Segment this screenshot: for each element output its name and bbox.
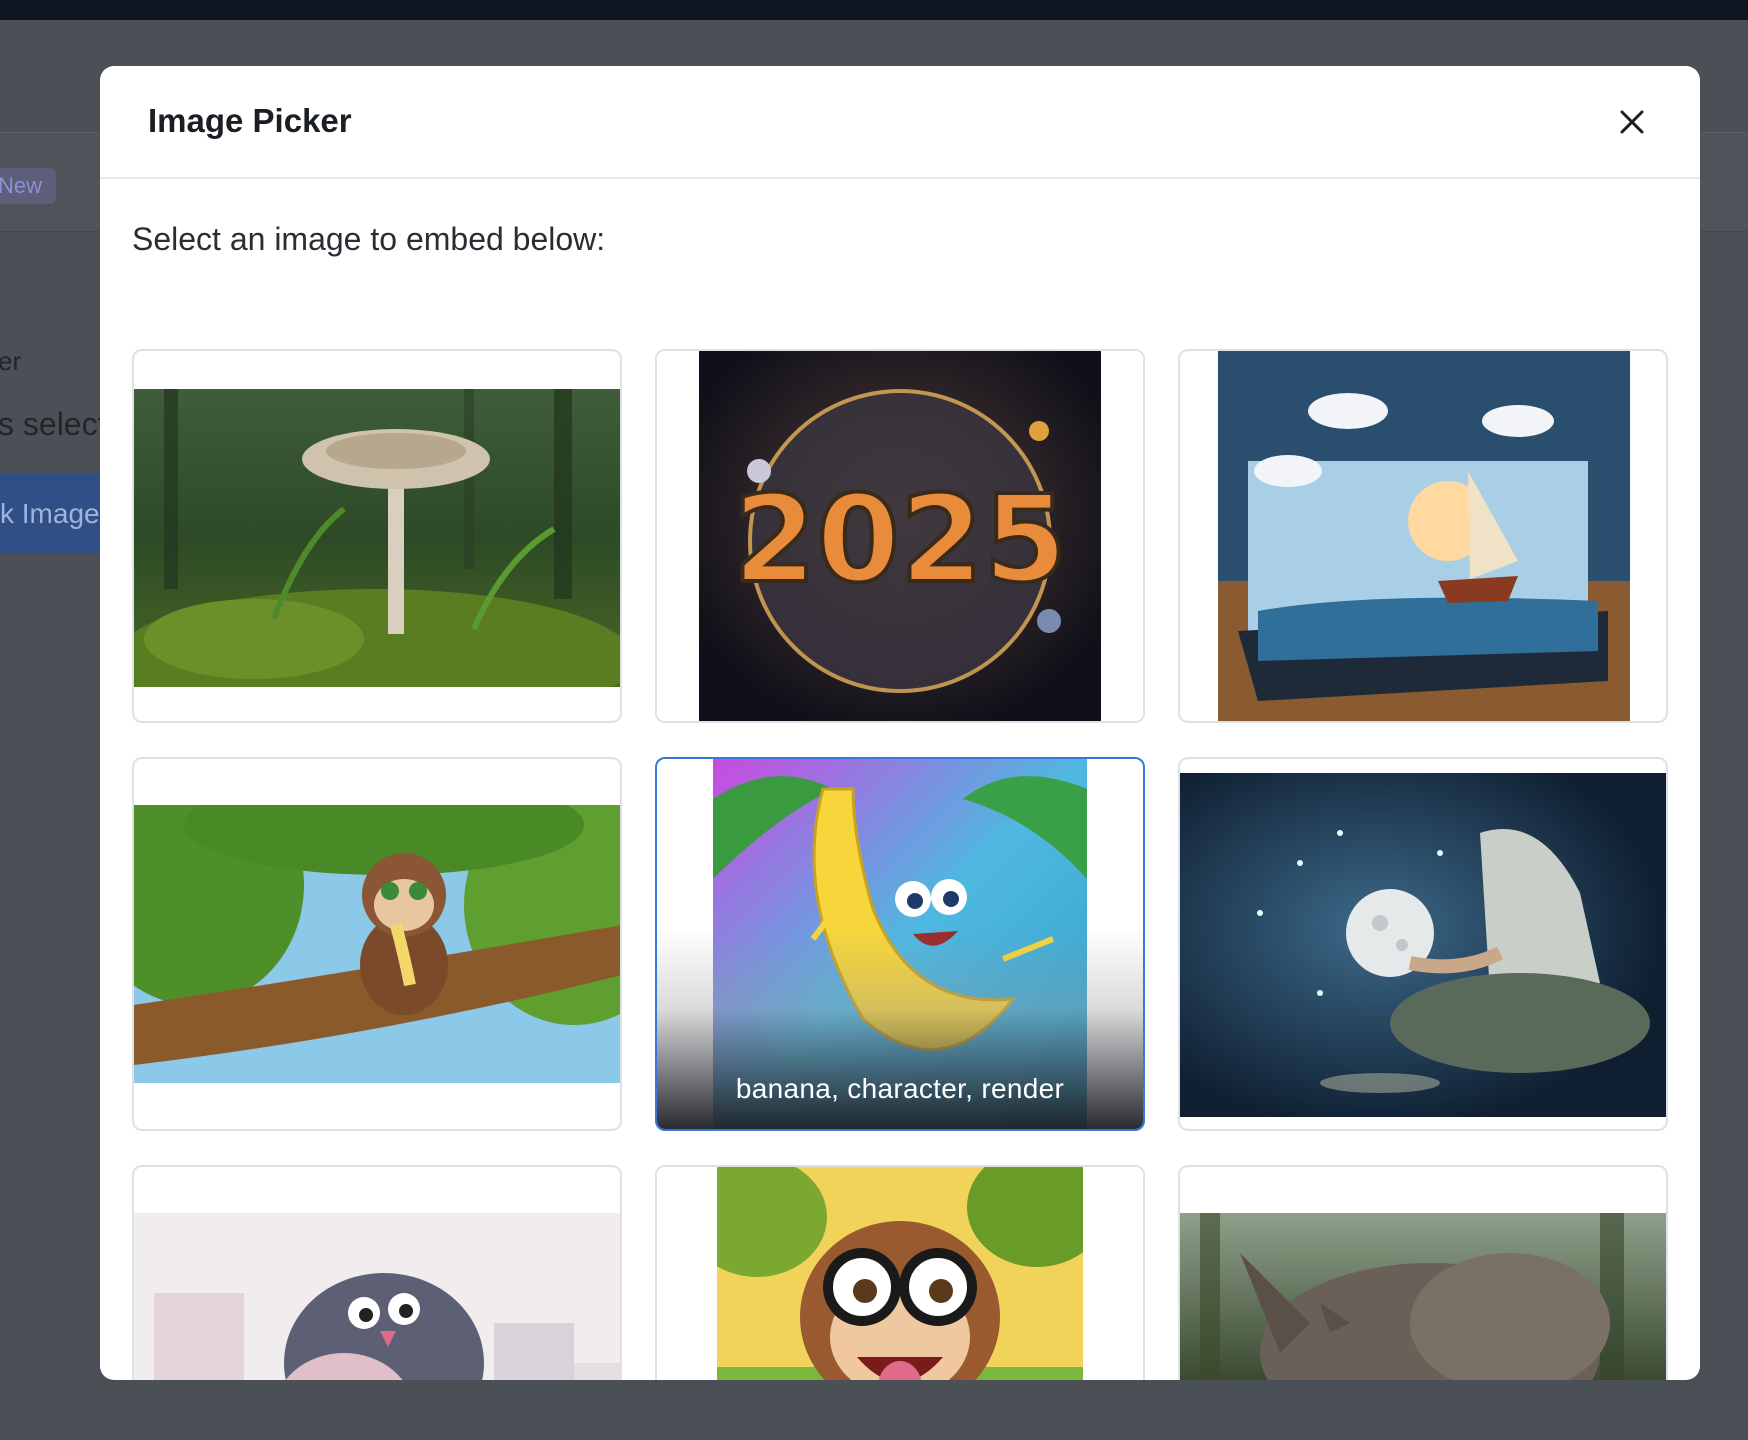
monkey-banana-image (134, 805, 620, 1083)
close-button[interactable] (1608, 98, 1656, 146)
rhino-image (1180, 1213, 1666, 1380)
modal-title: Image Picker (148, 102, 352, 139)
background-pick-image-button: k Image (0, 474, 100, 554)
image-card-ship[interactable] (1178, 349, 1668, 723)
image-card-2025[interactable]: 2025 (655, 349, 1145, 723)
background-new-badge: New (0, 168, 56, 204)
image-card-monkey-banana[interactable] (132, 757, 622, 1131)
modal-header: Image Picker (100, 66, 1700, 179)
image-card-banana-character[interactable]: banana, character, render (655, 757, 1145, 1131)
svg-text:2025: 2025 (733, 471, 1067, 610)
close-icon (1620, 110, 1644, 134)
image-card-moon-child[interactable] (1178, 757, 1668, 1131)
caption-overlay (657, 929, 1143, 1129)
background-label: er (0, 346, 22, 376)
mushroom-forest-image (134, 389, 620, 687)
ship-diorama-image (1218, 351, 1630, 721)
image-card-monkey-glasses[interactable] (655, 1165, 1145, 1380)
image-caption: banana, character, render (735, 1073, 1065, 1104)
pigeon-image (134, 1213, 620, 1380)
image-card-mushroom[interactable] (132, 349, 622, 723)
monkey-glasses-image (717, 1167, 1083, 1380)
instruction-text: Select an image to embed below: (132, 221, 606, 257)
image-picker-modal: Image Picker Select an image to embed be… (100, 66, 1700, 1380)
background-text: s select (0, 406, 107, 442)
image-card-rhino[interactable] (1178, 1165, 1668, 1380)
app-top-bar (0, 0, 1748, 20)
moon-child-image (1180, 773, 1666, 1117)
image-card-pigeon[interactable] (132, 1165, 622, 1380)
2025-art-image: 2025 (699, 351, 1101, 721)
modal-body: Select an image to embed below: (132, 179, 1668, 1380)
